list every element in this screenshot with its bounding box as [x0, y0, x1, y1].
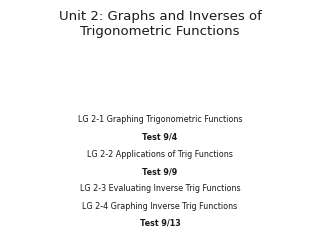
Text: Unit 2: Graphs and Inverses of
Trigonometric Functions: Unit 2: Graphs and Inverses of Trigonome…: [59, 10, 261, 38]
Text: Test 9/9: Test 9/9: [142, 167, 178, 176]
Text: LG 2-4 Graphing Inverse Trig Functions: LG 2-4 Graphing Inverse Trig Functions: [82, 202, 238, 211]
Text: LG 2-2 Applications of Trig Functions: LG 2-2 Applications of Trig Functions: [87, 150, 233, 159]
Text: LG 2-3 Evaluating Inverse Trig Functions: LG 2-3 Evaluating Inverse Trig Functions: [80, 184, 240, 193]
Text: Test 9/13: Test 9/13: [140, 219, 180, 228]
Text: LG 2-1 Graphing Trigonometric Functions: LG 2-1 Graphing Trigonometric Functions: [78, 115, 242, 124]
Text: Test 9/4: Test 9/4: [142, 132, 178, 142]
